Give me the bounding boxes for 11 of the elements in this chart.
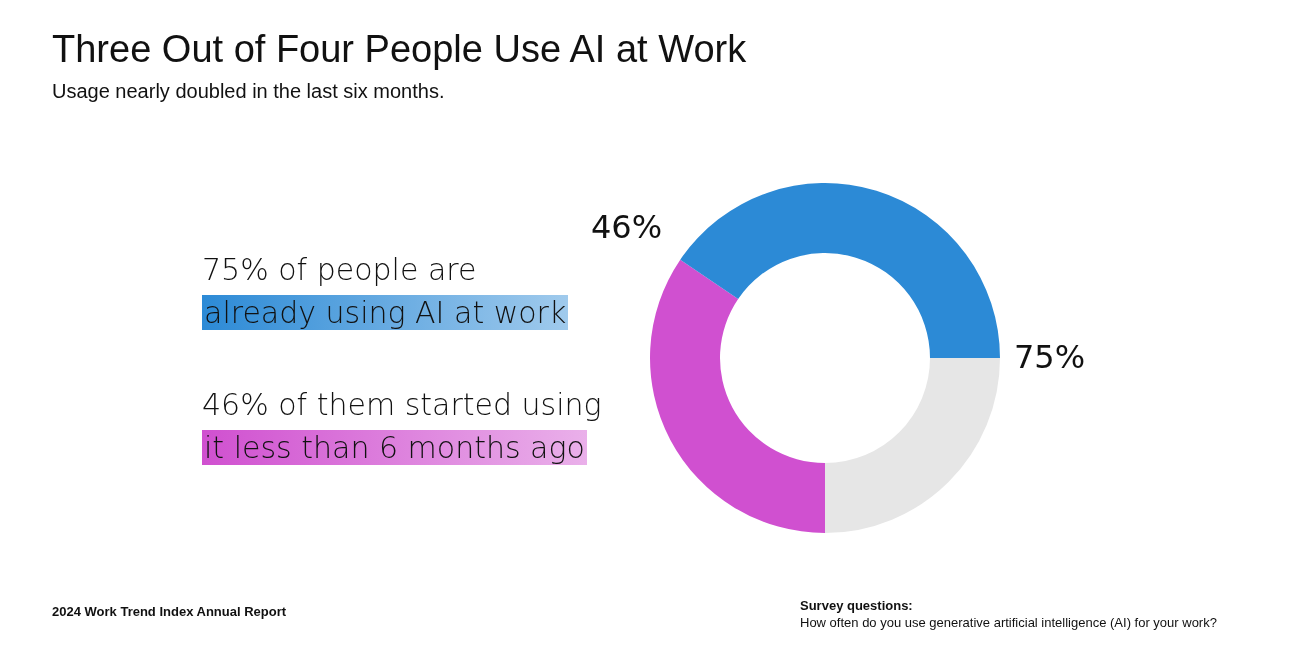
text: it less than 6 months ago [202, 430, 587, 465]
text: 2024 Work Trend Index Annual Report [52, 604, 287, 619]
text: Survey questions: [800, 598, 913, 613]
text: 75% of people are [202, 252, 477, 287]
text: How often do you use generative artificial intelligence (AI) for your work? [800, 615, 1217, 630]
text: 75% [1014, 338, 1086, 377]
text: 46% of them started using [202, 387, 602, 422]
text: 46% [590, 207, 663, 246]
text: already using AI at work [202, 295, 569, 330]
chart-title: Three Out of Four People Use AI at Work [52, 28, 747, 71]
text: Usage nearly doubled in the last six months. [52, 80, 445, 103]
